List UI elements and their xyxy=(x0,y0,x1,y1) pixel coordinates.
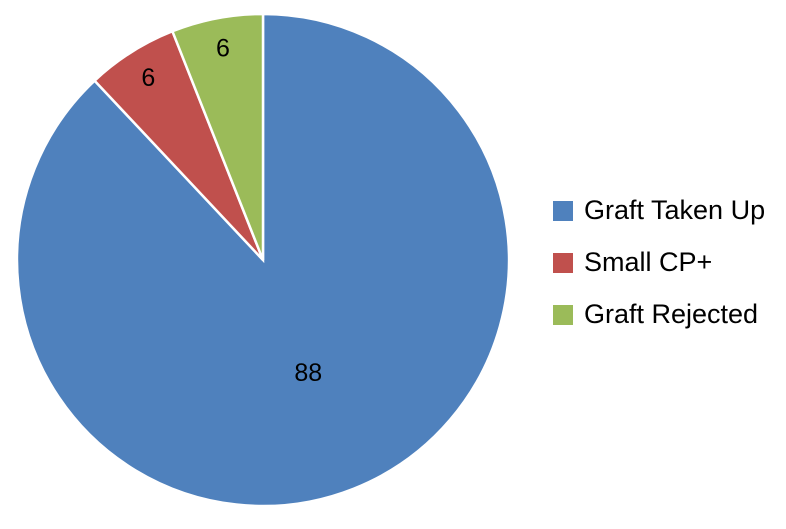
legend-label: Graft Taken Up xyxy=(584,195,765,225)
data-label: 6 xyxy=(141,64,155,92)
pie-slice xyxy=(170,12,265,261)
legend-swatch xyxy=(553,305,573,325)
legend-swatch xyxy=(553,253,573,273)
data-label: 6 xyxy=(216,34,230,62)
data-label: 88 xyxy=(294,359,322,387)
legend-swatch xyxy=(553,201,573,221)
legend-label: Graft Rejected xyxy=(584,299,758,329)
legend-label: Small CP+ xyxy=(584,247,712,277)
